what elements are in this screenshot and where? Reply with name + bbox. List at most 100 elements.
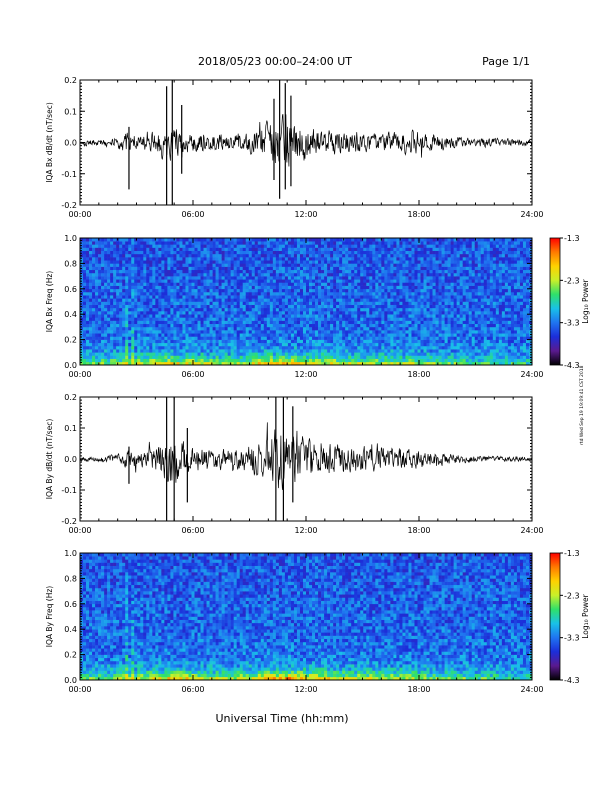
spectrogram-cell (86, 285, 90, 290)
spectrogram-cell (191, 266, 195, 271)
spectrogram-cell (360, 336, 364, 340)
spectrogram-cell (393, 298, 397, 302)
spectrogram-cell (393, 307, 397, 312)
spectrogram-cell (315, 279, 319, 283)
spectrogram-cell (206, 295, 210, 299)
spectrogram-cell (215, 330, 219, 334)
spectrogram-cell (402, 336, 406, 340)
spectrogram-cell (384, 263, 388, 267)
spectrogram-cell (396, 320, 400, 325)
spectrogram-cell (152, 276, 156, 280)
spectrogram-cell (396, 244, 400, 248)
spectrogram-cell (104, 285, 108, 290)
spectrogram-cell (125, 317, 129, 321)
spectrogram-cell (242, 250, 247, 255)
spectrogram-cell (215, 326, 219, 331)
spectrogram-cell (266, 311, 271, 315)
spectrogram-cell (233, 301, 237, 305)
spectrogram-cell (80, 276, 84, 280)
spectrogram-cell (119, 288, 123, 293)
spectrogram-cell (152, 244, 156, 248)
spectrogram-cell (92, 326, 96, 331)
spectrogram-cell (245, 358, 250, 363)
spectrogram-cell (191, 323, 195, 328)
spectrogram-cell (170, 244, 174, 248)
spectrogram-cell (387, 250, 391, 255)
spectrogram-cell (167, 336, 171, 340)
spectrogram-cell (438, 295, 442, 299)
spectrogram-cell (170, 269, 174, 274)
spectrogram-cell (131, 253, 135, 258)
spectrogram-cell (378, 317, 382, 321)
spectrogram-cell (369, 326, 373, 331)
spectrogram-cell (251, 311, 256, 315)
spectrogram-cell (260, 342, 265, 347)
spectrogram-cell (330, 250, 334, 255)
spectrogram-cell (384, 298, 388, 302)
spectrogram-cell (354, 314, 358, 318)
spectrogram-cell (176, 276, 180, 280)
spectrogram-cell (330, 323, 334, 328)
spectrogram-cell (176, 295, 180, 299)
spectrogram-cell (384, 352, 388, 356)
spectrogram-cell (248, 298, 253, 302)
spectrogram-cell (420, 282, 424, 286)
spectrogram-cell (390, 333, 394, 337)
spectrogram-cell (432, 279, 436, 283)
spectrogram-cell (393, 291, 397, 296)
spectrogram-cell (104, 320, 108, 325)
spectrogram-cell (218, 288, 222, 293)
spectrogram-cell (215, 285, 219, 290)
spectrogram-cell (200, 285, 204, 290)
spectrogram-cell (230, 291, 234, 296)
spectrogram-cell (336, 358, 340, 363)
spectrogram-cell (137, 266, 141, 271)
spectrogram-cell (420, 352, 424, 356)
spectrogram-cell (287, 279, 292, 283)
spectrogram-cell (312, 326, 316, 331)
spectrogram-cell (417, 311, 421, 315)
spectrogram-cell (381, 355, 385, 359)
spectrogram-cell (227, 317, 231, 321)
spectrogram-cell (284, 320, 289, 325)
spectrogram-cell (381, 276, 385, 280)
spectrogram-cell (345, 279, 349, 283)
spectrogram-cell (393, 269, 397, 274)
spectrogram-cell (176, 282, 180, 286)
spectrogram-cell (125, 342, 129, 347)
spectrogram-cell (173, 250, 177, 255)
spectrogram-cell (230, 272, 234, 277)
spectrogram-cell (182, 295, 186, 299)
spectrogram-cell (173, 342, 177, 347)
spectrogram-cell (321, 291, 325, 296)
spectrogram-cell (336, 257, 340, 261)
spectrogram-cell (197, 269, 201, 274)
spectrogram-cell (200, 263, 204, 267)
spectrogram-cell (194, 272, 198, 277)
spectrogram-cell (185, 361, 189, 366)
spectrogram-cell (218, 266, 222, 271)
spectrogram-cell (284, 349, 289, 353)
spectrogram-cell (119, 250, 123, 255)
spectrogram-cell (239, 330, 244, 334)
spectrogram-cell (143, 291, 147, 296)
spectrogram-cell (312, 358, 316, 363)
spectrogram-cell (92, 349, 96, 353)
spectrogram-cell (209, 250, 213, 255)
spectrogram-cell (176, 285, 180, 290)
spectrogram-cell (381, 244, 385, 248)
spectrogram-cell (116, 285, 120, 290)
spectrogram-cell (167, 301, 171, 305)
spectrogram-cell (369, 301, 373, 305)
spectrogram-cell (110, 307, 114, 312)
spectrogram-cell (408, 295, 412, 299)
spectrogram-cell (411, 349, 415, 353)
spectrogram-cell (200, 238, 204, 242)
spectrogram-cell (399, 323, 403, 328)
spectrogram-cell (179, 272, 183, 277)
spectrogram-cell (212, 317, 216, 321)
spectrogram-cell (351, 361, 355, 366)
spectrogram-cell (438, 288, 442, 293)
spectrogram-cell (272, 336, 277, 340)
spectrogram-cell (426, 326, 430, 331)
